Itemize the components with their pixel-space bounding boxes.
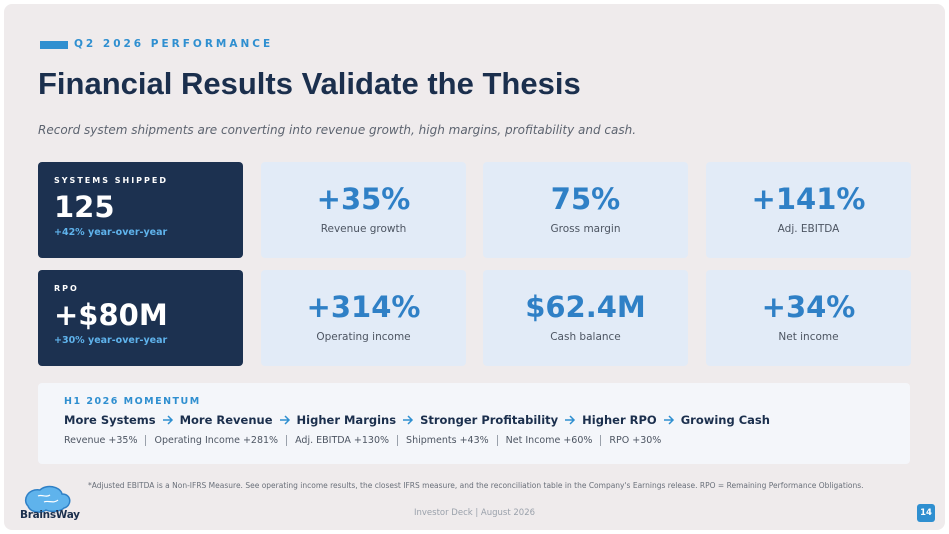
momentum-figure: Operating Income +281% <box>145 435 286 446</box>
chain-step: More Revenue <box>179 413 273 427</box>
metric-value: +314% <box>306 290 421 324</box>
title: Financial Results Validate the Thesis <box>38 66 581 101</box>
metric-card: $62.4M Cash balance <box>483 270 688 366</box>
chain-step: Higher RPO <box>582 413 657 427</box>
highlight-card: RPO +$80M +30% year-over-year <box>38 270 243 366</box>
momentum-figure: Net Income +60% <box>496 435 601 446</box>
momentum-box: H1 2026 MOMENTUM More Systems More Revenu… <box>38 383 910 464</box>
metric-card: +314% Operating income <box>261 270 466 366</box>
chain-step: Stronger Profitability <box>420 413 559 427</box>
metric-value: +35% <box>316 182 411 216</box>
metric-label: Gross margin <box>550 223 621 235</box>
highlight-note: +30% year-over-year <box>54 335 168 346</box>
eyebrow: Q2 2026 PERFORMANCE <box>74 38 274 50</box>
metric-value: 75% <box>550 182 621 216</box>
arrow <box>279 415 290 425</box>
metric-label: Revenue growth <box>320 223 407 235</box>
subtitle: Record system shipments are converting i… <box>38 123 637 137</box>
highlight-value: 125 <box>54 190 115 224</box>
highlight-card: SYSTEMS SHIPPED 125 +42% year-over-year <box>38 162 243 258</box>
chain-step: More Systems <box>64 413 156 427</box>
chain-step: Higher Margins <box>296 413 397 427</box>
metric-card: +35% Revenue growth <box>261 162 466 258</box>
metric-value: +34% <box>761 290 856 324</box>
metric-label: Net income <box>778 331 839 343</box>
metric-label: Cash balance <box>550 331 621 343</box>
highlight-label: RPO <box>54 284 79 293</box>
momentum-heading: H1 2026 MOMENTUM <box>64 396 201 407</box>
highlight-note: +42% year-over-year <box>54 227 168 238</box>
eyebrow-bar <box>40 41 68 49</box>
metric-label: Operating income <box>316 331 411 343</box>
momentum-figure: Shipments +43% <box>397 435 497 446</box>
arrow <box>162 415 173 425</box>
page-number: 14 <box>917 504 935 522</box>
logo-text: BrainsWay <box>20 509 80 521</box>
arrow <box>663 415 674 425</box>
arrow <box>403 415 414 425</box>
momentum-figure: Adj. EBITDA +130% <box>286 435 397 446</box>
chain-step: Growing Cash <box>680 413 770 427</box>
highlight-value: +$80M <box>54 298 168 332</box>
slide: Q2 2026 PERFORMANCE Financial Results Va… <box>4 4 945 530</box>
footnote: *Adjusted EBITDA is a Non-IFRS Measure. … <box>88 481 864 490</box>
arrow <box>565 415 576 425</box>
metric-card: +141% Adj. EBITDA <box>706 162 911 258</box>
metric-value: $62.4M <box>525 290 646 324</box>
metric-card: +34% Net income <box>706 270 911 366</box>
momentum-figures: Revenue +35% Operating Income +281% Adj. E… <box>64 435 910 446</box>
highlight-label: SYSTEMS SHIPPED <box>54 176 169 185</box>
metric-label: Adj. EBITDA <box>777 223 840 235</box>
momentum-chain: More Systems More Revenue Higher Margins St… <box>64 413 910 427</box>
logo-icon <box>24 485 71 513</box>
momentum-figure: RPO +30% <box>600 435 669 446</box>
footer-text: Investor Deck | August 2026 <box>413 508 536 518</box>
momentum-figure: Revenue +35% <box>64 435 138 446</box>
metric-value: +141% <box>751 182 866 216</box>
metric-card: 75% Gross margin <box>483 162 688 258</box>
